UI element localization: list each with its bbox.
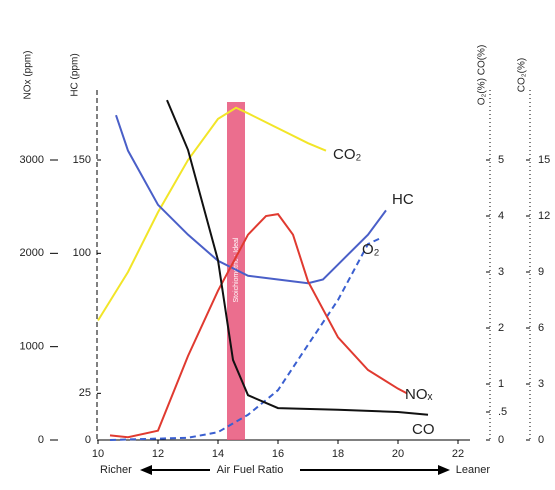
series-label: HC <box>392 191 414 208</box>
y-axis-label: HC (ppm) <box>70 53 81 96</box>
y-tick-label: 15 <box>538 154 550 166</box>
y-tick-label: 3 <box>498 266 504 278</box>
y-tick-label: 150 <box>73 154 91 166</box>
y-tick-label: 12 <box>538 210 550 222</box>
y-axis-label: CO₂(%) <box>517 58 528 92</box>
x-tick-label: 18 <box>332 448 344 460</box>
y-tick-label: 0 <box>38 434 44 446</box>
y-tick-label: 9 <box>538 266 544 278</box>
y-tick-label: 2000 <box>20 247 44 259</box>
y-tick-label: 5 <box>498 154 504 166</box>
arrow-right-head <box>438 465 450 475</box>
y-axis-label: NOx (ppm) <box>23 51 34 100</box>
series-line <box>109 213 408 439</box>
series-label: CO₂ <box>333 146 362 163</box>
y-tick-label: 3000 <box>20 154 44 166</box>
series-label: NOₓ <box>405 386 433 403</box>
series-line <box>115 114 387 285</box>
x-tick-label: 20 <box>392 448 404 460</box>
y-tick-label: 1000 <box>20 341 44 353</box>
x-tick-label: 16 <box>272 448 284 460</box>
y-tick-label: 3 <box>538 378 544 390</box>
y-tick-label: 1 <box>498 378 504 390</box>
x-tick-label: 12 <box>152 448 164 460</box>
y-tick-label: 4 <box>498 210 504 222</box>
series-label: O₂ <box>362 241 380 258</box>
x-tick-label: 10 <box>92 448 104 460</box>
y-axis-label: O₂(%) CO(%) <box>477 45 488 106</box>
series-line <box>109 237 381 441</box>
y-tick-label: .5 <box>498 406 507 418</box>
series-line <box>97 106 327 322</box>
x-tick-label: 14 <box>212 448 224 460</box>
x-tick-label: 22 <box>452 448 464 460</box>
leaner-label: Leaner <box>456 464 491 476</box>
y-tick-label: 0 <box>538 434 544 446</box>
y-tick-label: 0 <box>85 434 91 446</box>
x-axis-label: Air Fuel Ratio <box>217 464 284 476</box>
y-tick-label: 25 <box>79 387 91 399</box>
y-tick-label: 0 <box>498 434 504 446</box>
richer-label: Richer <box>100 464 132 476</box>
series-line <box>166 99 429 416</box>
y-tick-label: 2 <box>498 322 504 334</box>
y-tick-label: 100 <box>73 247 91 259</box>
series-label: CO <box>412 421 435 438</box>
y-tick-label: 6 <box>538 322 544 334</box>
arrow-left-head <box>140 465 152 475</box>
